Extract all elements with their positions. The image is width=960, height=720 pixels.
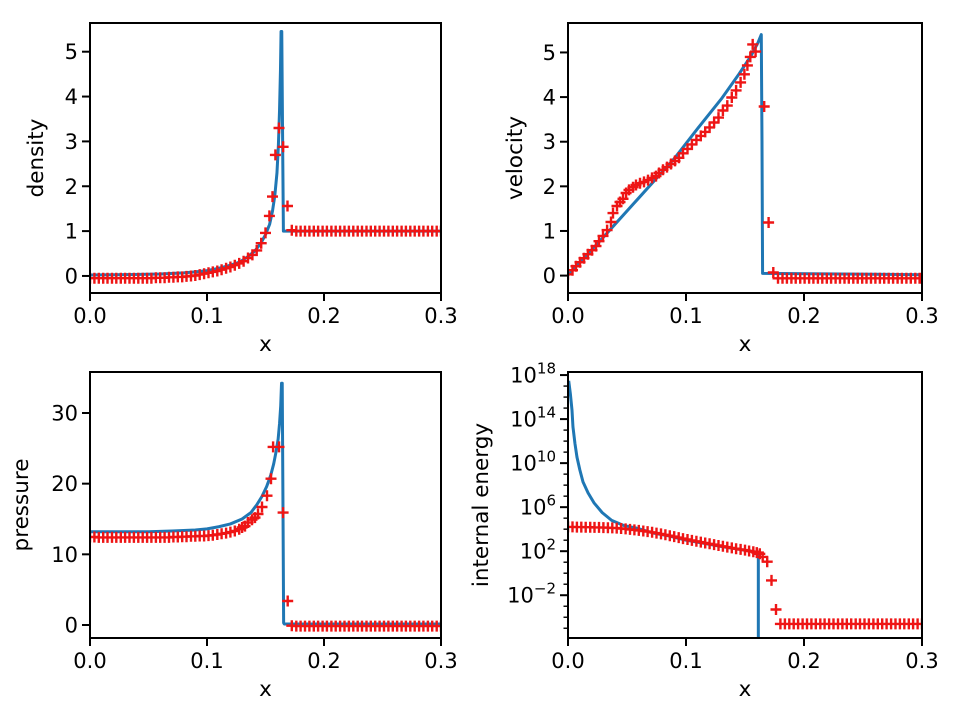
y-tick-label: 5 bbox=[65, 40, 78, 64]
pressure-ylabel: pressure bbox=[9, 459, 34, 552]
x-tick-label: 0.1 bbox=[190, 649, 223, 673]
y-tick-label: 102 bbox=[520, 536, 556, 564]
density-ylabel: density bbox=[24, 118, 49, 197]
density-axes-spines bbox=[89, 22, 442, 294]
x-tick-label: 0.3 bbox=[424, 649, 457, 673]
velocity-subplot: 0.0 0.1 0.2 0.3 x 0 1 2 3 4 5 velocity bbox=[503, 22, 939, 357]
density-subplot: 0.0 0.1 0.2 0.3 x 0 1 2 3 4 5 density bbox=[24, 22, 458, 357]
internal-energy-axes-spines bbox=[567, 371, 923, 639]
velocity-xlabel: x bbox=[739, 332, 752, 357]
y-tick-label: 1014 bbox=[510, 404, 556, 432]
pressure-x-axis: 0.0 0.1 0.2 0.3 bbox=[73, 638, 458, 673]
x-tick-label: 0.0 bbox=[551, 304, 584, 328]
y-tick-label: 4 bbox=[65, 85, 78, 109]
y-tick-label: 3 bbox=[543, 130, 556, 154]
pressure-xlabel: x bbox=[259, 677, 272, 702]
x-tick-label: 0.1 bbox=[669, 304, 702, 328]
y-tick-label: 3 bbox=[65, 130, 78, 154]
density-xlabel: x bbox=[259, 332, 272, 357]
y-tick-label: 5 bbox=[543, 41, 556, 65]
velocity-axes-spines bbox=[567, 22, 923, 294]
x-tick-label: 0.0 bbox=[551, 649, 584, 673]
x-tick-label: 0.0 bbox=[73, 304, 106, 328]
y-tick-label: 30 bbox=[51, 401, 78, 425]
velocity-y-axis: 0 1 2 3 4 5 bbox=[543, 41, 568, 288]
pressure-subplot: 0.0 0.1 0.2 0.3 x 0 10 20 30 pressure bbox=[9, 371, 458, 702]
internal-energy-xlabel: x bbox=[739, 677, 752, 702]
velocity-x-axis: 0.0 0.1 0.2 0.3 bbox=[551, 293, 939, 328]
x-tick-label: 0.0 bbox=[73, 649, 106, 673]
x-tick-label: 0.2 bbox=[307, 304, 340, 328]
internal-energy-analytic-solution-line bbox=[567, 380, 760, 638]
y-tick-label: 10−2 bbox=[507, 580, 556, 608]
x-tick-label: 0.3 bbox=[905, 304, 938, 328]
x-tick-label: 0.2 bbox=[307, 649, 340, 673]
density-x-axis: 0.0 0.1 0.2 0.3 bbox=[73, 293, 458, 328]
y-tick-label: 4 bbox=[543, 86, 556, 110]
y-tick-label: 20 bbox=[51, 472, 78, 496]
y-tick-label: 1 bbox=[543, 219, 556, 243]
pressure-analytic-solution-line bbox=[90, 381, 441, 626]
x-tick-label: 0.3 bbox=[424, 304, 457, 328]
pressure-y-axis: 0 10 20 30 bbox=[51, 401, 90, 637]
y-tick-label: 0 bbox=[65, 264, 78, 288]
internal-energy-x-axis: 0.0 0.1 0.2 0.3 bbox=[551, 638, 939, 673]
y-tick-label: 10 bbox=[51, 543, 78, 567]
internal-energy-simulation-markers bbox=[567, 521, 923, 630]
internal-energy-ylabel: internal energy bbox=[469, 423, 494, 588]
internal-energy-subplot: 0.0 0.1 0.2 0.3 x 10−2 102 106 1010 1014 1018 inter… bbox=[469, 360, 939, 702]
y-tick-label: 2 bbox=[543, 175, 556, 199]
y-tick-label: 106 bbox=[520, 492, 556, 520]
internal-energy-y-axis: 10−2 102 106 1010 1014 1018 bbox=[507, 360, 568, 629]
x-tick-label: 0.3 bbox=[905, 649, 938, 673]
velocity-simulation-markers bbox=[567, 38, 923, 284]
density-y-axis: 0 1 2 3 4 5 bbox=[65, 40, 90, 288]
pressure-axes-spines bbox=[89, 371, 442, 639]
x-tick-label: 0.2 bbox=[787, 304, 820, 328]
pressure-simulation-markers bbox=[89, 441, 442, 632]
y-tick-label: 1 bbox=[65, 220, 78, 244]
x-tick-label: 0.1 bbox=[669, 649, 702, 673]
y-tick-label: 0 bbox=[65, 613, 78, 637]
y-tick-label: 1010 bbox=[510, 448, 556, 476]
density-simulation-markers bbox=[89, 122, 442, 284]
x-tick-label: 0.1 bbox=[190, 304, 223, 328]
y-tick-label: 2 bbox=[65, 175, 78, 199]
y-tick-label: 1018 bbox=[510, 360, 556, 388]
y-tick-label: 0 bbox=[543, 264, 556, 288]
x-tick-label: 0.2 bbox=[787, 649, 820, 673]
density-analytic-solution-line bbox=[89, 30, 441, 277]
velocity-ylabel: velocity bbox=[503, 116, 528, 200]
